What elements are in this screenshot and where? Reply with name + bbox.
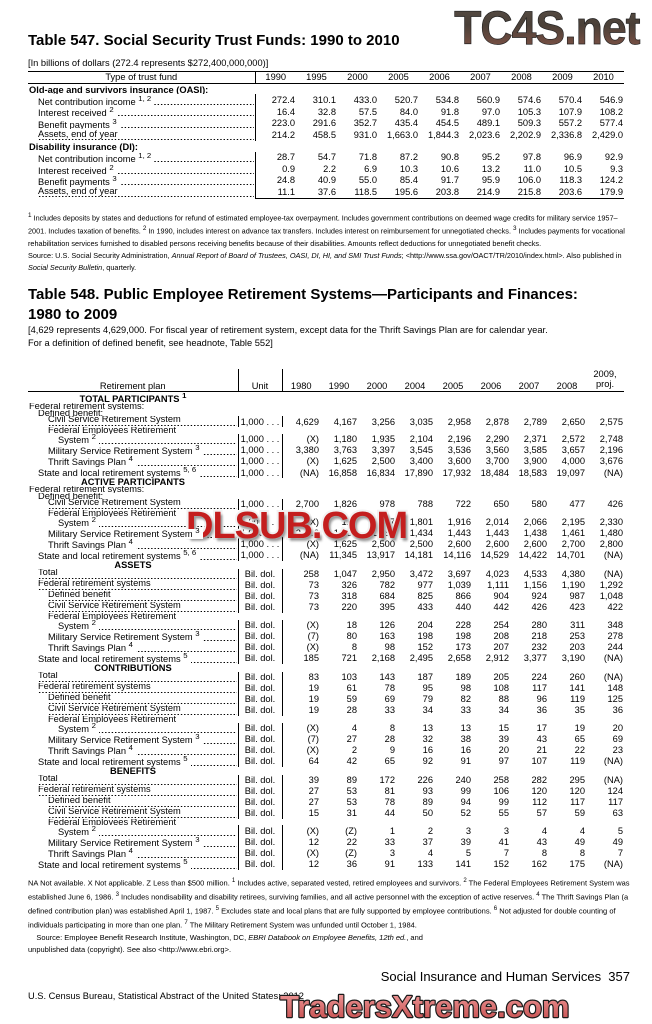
svg-text:TC4S.net: TC4S.net bbox=[454, 1, 640, 50]
svg-text:TradersXtreme.com: TradersXtreme.com bbox=[280, 989, 569, 1024]
